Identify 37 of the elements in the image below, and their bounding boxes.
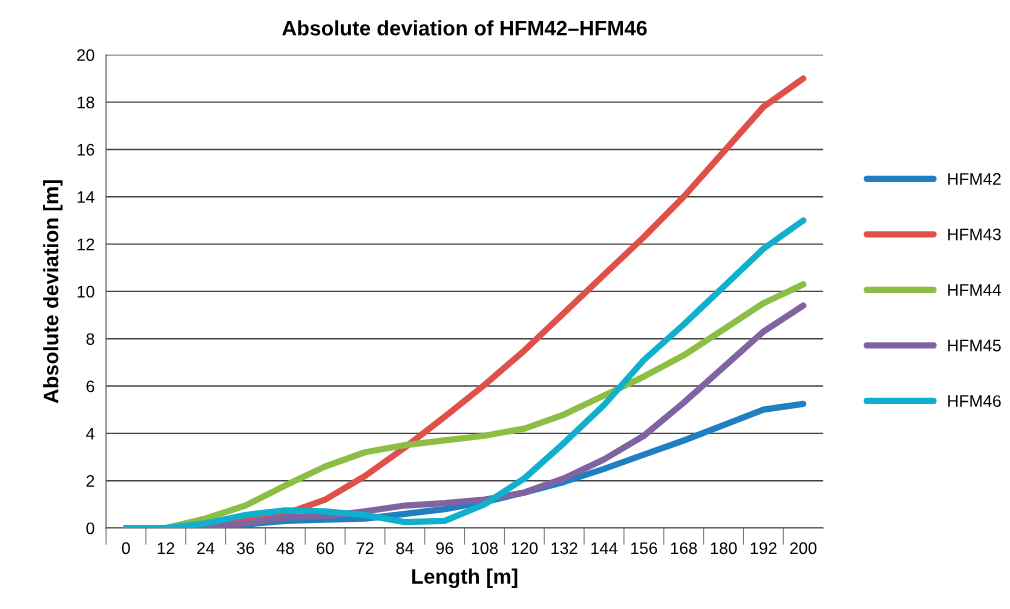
x-tick-label: 168 [671,542,697,555]
legend-label: HFM42 [948,173,1001,185]
legend-label: HFM43 [948,228,1001,241]
legend-label: HFM46 [948,395,1001,407]
y-tick-label: 2 [86,475,95,487]
legend-label: HFM45 [948,339,1001,352]
x-tick-label: 0 [121,542,130,555]
y-tick-label: 20 [77,49,95,62]
legend-label: HFM44 [948,284,1001,296]
chart-title: Absolute deviation of HFM42–HFM46 [282,20,647,36]
x-tick-label: 48 [276,542,294,555]
y-tick-label: 16 [77,143,95,156]
x-tick-label: 156 [631,542,658,555]
x-tick-label: 96 [436,542,454,555]
x-tick-label: 36 [236,542,255,555]
y-tick-label: 4 [86,427,95,440]
y-tick-label: 12 [77,238,95,251]
x-axis-title: Length [m] [412,568,518,589]
x-tick-label: 12 [157,542,175,554]
y-tick-label: 14 [77,191,95,203]
x-tick-label: 72 [356,542,374,554]
x-tick-label: 84 [396,542,414,555]
y-tick-label: 0 [86,522,95,535]
x-tick-label: 180 [710,542,737,555]
x-tick-label: 60 [316,542,334,555]
x-tick-label: 200 [790,542,817,555]
y-axis-title: Absolute deviation [m] [43,180,63,404]
x-tick-label: 108 [471,542,498,555]
x-tick-label: 120 [511,542,538,555]
y-tick-label: 6 [86,380,95,393]
y-tick-label: 8 [86,333,95,345]
x-tick-label: 24 [197,542,215,554]
y-tick-label: 18 [77,96,95,109]
y-tick-label: 10 [77,285,95,298]
x-tick-label: 192 [750,542,777,555]
x-tick-label: 132 [551,542,578,555]
x-tick-label: 144 [591,542,618,554]
